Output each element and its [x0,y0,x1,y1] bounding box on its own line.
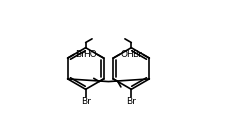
Text: Br: Br [126,97,136,106]
Text: HO: HO [83,50,97,59]
Text: OH: OH [120,50,134,59]
Text: Br: Br [81,97,91,106]
Text: Br: Br [132,50,142,59]
Text: Br: Br [75,50,85,59]
